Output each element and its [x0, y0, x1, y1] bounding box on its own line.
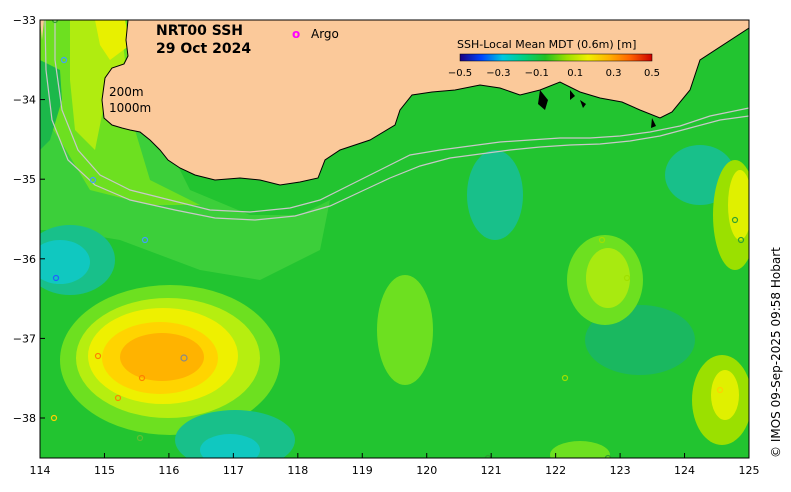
argo-float-marker	[731, 216, 739, 224]
map-title-product: NRT00 SSH	[156, 23, 243, 39]
x-tick-label: 123	[610, 464, 631, 477]
x-axis: 114 115 116 117 118 119 120 121 122 123 124 125	[30, 453, 760, 477]
warm-eddy-east-core	[586, 248, 630, 308]
colorbar-tick-label: −0.5	[448, 68, 472, 79]
contour-label-1000m: 1000m	[109, 101, 151, 115]
x-tick-label: 125	[739, 464, 760, 477]
contour-label-200m: 200m	[109, 85, 144, 99]
x-tick-label: 116	[158, 464, 179, 477]
argo-float-marker	[114, 394, 122, 402]
warm-feature-south	[550, 441, 610, 458]
y-tick-label: −35	[13, 173, 36, 186]
contour-1000m	[44, 20, 749, 221]
y-axis: −33 −34 −35 −36 −37 −38	[13, 14, 45, 425]
cold-eddy-south-core	[200, 434, 260, 458]
argo-float-marker	[89, 176, 97, 184]
colorbar-title: SSH-Local Mean MDT (0.6m) [m]	[457, 38, 636, 51]
argo-float-marker	[484, 454, 492, 458]
y-tick-label: −38	[13, 412, 36, 425]
argo-float-marker	[138, 374, 146, 382]
argo-float-marker	[60, 56, 68, 64]
argo-float-marker	[52, 274, 60, 282]
argo-legend-symbol: o	[292, 27, 300, 41]
argo-float-marker	[51, 20, 59, 24]
argo-legend-label: Argo	[311, 27, 339, 41]
argo-float-marker	[716, 386, 724, 394]
map-frame	[39, 19, 750, 459]
argo-float-marker	[50, 414, 58, 422]
y-tick-label: −37	[13, 332, 36, 345]
warm-feature-east-peak	[728, 170, 749, 240]
y-tick-label: −36	[13, 253, 36, 266]
argo-float-marker	[598, 236, 606, 244]
colorbar-tick-label: −0.3	[486, 68, 510, 79]
imos-credit: © IMOS 09-Sep-2025 09:58 Hobart	[769, 247, 783, 458]
x-tick-label: 117	[223, 464, 244, 477]
x-tick-label: 114	[30, 464, 51, 477]
argo-float-marker	[94, 352, 102, 360]
argo-float-marker	[141, 236, 149, 244]
float-markers	[50, 20, 745, 458]
cold-eddy-centre	[467, 150, 523, 240]
x-tick-label: 115	[94, 464, 115, 477]
x-tick-label: 119	[352, 464, 373, 477]
map-title-date: 29 Oct 2024	[156, 41, 251, 57]
x-tick-label: 122	[545, 464, 566, 477]
y-tick-label: −33	[13, 14, 36, 27]
colorbar	[459, 53, 653, 62]
argo-float-marker	[737, 236, 745, 244]
x-tick-label: 121	[481, 464, 502, 477]
x-tick-label: 124	[674, 464, 695, 477]
argo-float-marker	[180, 354, 188, 362]
map-plot-area	[40, 20, 749, 458]
argo-float-marker	[623, 274, 631, 282]
x-tick-label: 120	[416, 464, 437, 477]
argo-float-marker	[136, 434, 144, 442]
colorbar-ticks: −0.5 −0.3 −0.1 0.1 0.3 0.5	[448, 68, 660, 79]
ssh-zone-west-peak	[95, 20, 130, 60]
colorbar-tick-label: −0.1	[525, 68, 549, 79]
land-sliver	[40, 20, 44, 40]
colorbar-tick-label: 0.5	[644, 68, 660, 79]
argo-float-marker	[604, 454, 612, 458]
warm-feature-southeast-peak	[711, 370, 739, 420]
ssh-zone-coastal-low	[40, 60, 62, 150]
warm-feature-centre	[377, 275, 433, 385]
cold-eddy-west-core	[40, 240, 90, 284]
colorbar-tick-label: 0.3	[606, 68, 622, 79]
colorbar-tick-label: 0.1	[567, 68, 583, 79]
argo-float-marker	[561, 374, 569, 382]
x-tick-label: 118	[287, 464, 308, 477]
contour-200m	[54, 20, 749, 213]
warm-eddy-core	[120, 333, 204, 381]
y-tick-label: −34	[13, 94, 36, 107]
